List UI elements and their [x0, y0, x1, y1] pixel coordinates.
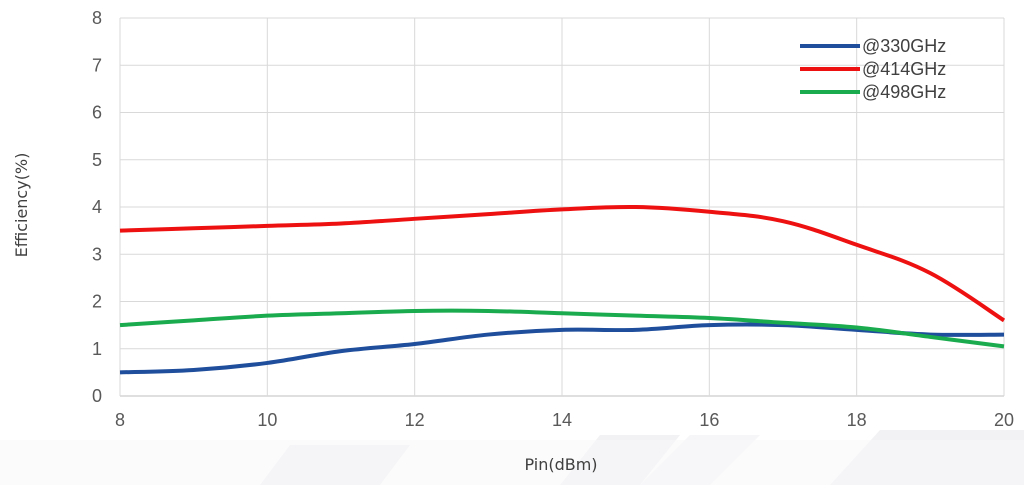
series-lines: [119, 204, 1006, 375]
legend-label: @414GHz: [862, 59, 946, 79]
background-band: [0, 440, 1024, 485]
series-line-2: [119, 204, 1006, 323]
y-tick-label: 8: [92, 8, 102, 28]
series-line-1: [119, 322, 1005, 375]
x-tick-label: 12: [405, 410, 425, 430]
y-tick-label: 0: [92, 386, 102, 406]
legend-label: @330GHz: [862, 36, 946, 56]
x-tick-label: 16: [699, 410, 719, 430]
legend-label: @498GHz: [862, 82, 946, 102]
x-tick-label: 20: [994, 410, 1014, 430]
y-tick-label: 4: [92, 197, 102, 217]
y-axis-title: Efficiency(%): [12, 153, 31, 258]
background-decoration: [0, 430, 1024, 485]
y-tick-label: 6: [92, 103, 102, 123]
series-line-3: [119, 308, 1005, 349]
y-tick-label: 1: [92, 339, 102, 359]
y-tick-label: 3: [92, 244, 102, 264]
legend: @330GHz @414GHz @498GHz: [800, 36, 946, 102]
y-tick-label: 7: [92, 55, 102, 75]
y-tick-label: 2: [92, 292, 102, 312]
x-tick-label: 18: [847, 410, 867, 430]
x-tick-label: 10: [257, 410, 277, 430]
x-tick-label: 14: [552, 410, 572, 430]
x-axis-title: Pin(dBm): [524, 455, 597, 474]
y-tick-label: 5: [92, 150, 102, 170]
x-tick-label: 8: [115, 410, 125, 430]
